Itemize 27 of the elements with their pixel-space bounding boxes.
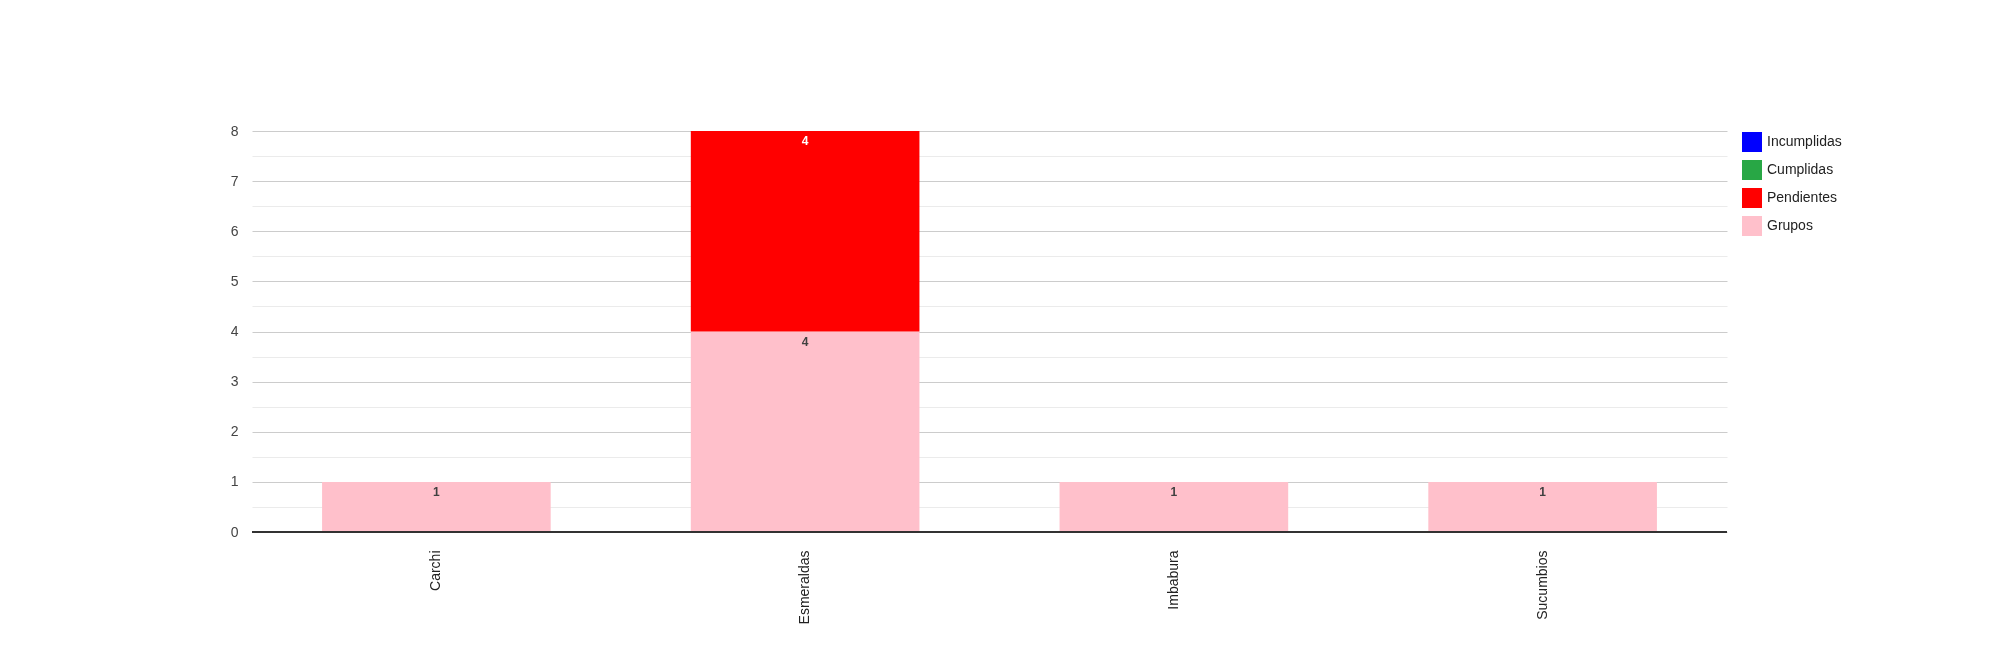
y-tick-label: 3 [230,373,239,390]
y-tick-label: 0 [230,523,239,540]
data-label: 1 [1539,484,1547,499]
bar [1059,481,1289,532]
legend-label: Pendientes [1767,189,1838,205]
legend-label: Incumplidas [1767,133,1842,149]
y-tick-label: 1 [230,473,239,490]
bar [322,481,551,532]
x-tick-label: Carchi [427,550,444,591]
bar [1428,481,1657,532]
y-tick-label: 2 [230,423,239,440]
y-tick-label: 8 [230,122,239,139]
bar [690,131,920,332]
data-label: 4 [801,134,809,148]
y-tick-label: 5 [230,272,239,289]
y-tick-label: 7 [230,172,239,189]
data-label: 4 [801,334,809,349]
x-tick-label: Imbabura [1164,550,1181,610]
y-tick-label: 6 [230,222,239,239]
data-label: 1 [1170,484,1178,499]
data-label: 1 [433,484,441,499]
legend-label: Cumplidas [1767,161,1834,177]
y-tick-label: 4 [230,323,239,339]
bar [690,331,920,532]
legend-label: Grupos [1767,217,1813,233]
x-tick-label: Sucumbios [1533,550,1550,620]
x-tick-label: Esmeraldas [796,550,813,625]
